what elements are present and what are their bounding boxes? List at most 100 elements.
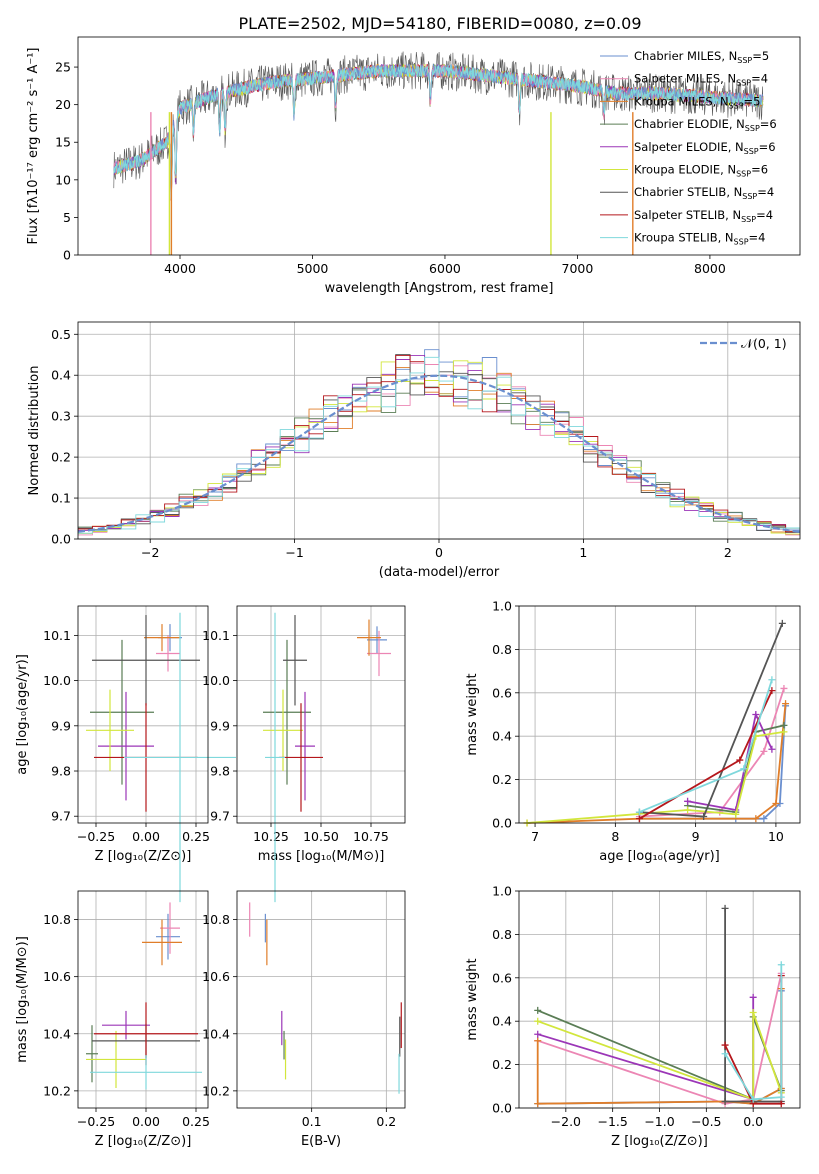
weight-marker-chabrier-stelib xyxy=(700,812,708,820)
weight-marker-kroupa-elodie xyxy=(534,1017,542,1025)
y-tick-label: 0.6 xyxy=(492,685,512,700)
x-tick-label: −2 xyxy=(141,545,159,560)
y-axis-label: age [log₁₀(age/yr)] xyxy=(15,654,30,775)
y-tick-label: 9.8 xyxy=(210,764,230,779)
errorbars xyxy=(86,612,236,903)
weight-marker-kroupa-miles xyxy=(772,799,780,807)
y-tick-label: 10.4 xyxy=(43,1026,71,1041)
x-axis-label: Z [log₁₀(Z/Z⊙)] xyxy=(95,849,192,864)
x-tick-label: 0.2 xyxy=(376,1114,396,1129)
x-axis-label: age [log₁₀(age/yr)] xyxy=(599,849,720,864)
y-tick-label: 0.3 xyxy=(51,409,71,424)
x-axis-label: Z [log₁₀(Z/Z⊙)] xyxy=(95,1134,192,1149)
y-tick-label: 0.2 xyxy=(51,450,71,465)
weight-marker-kroupa-stelib xyxy=(721,1050,729,1058)
y-tick-label: 15 xyxy=(55,135,71,150)
legend-label: Kroupa STELIB, NSSP=4 xyxy=(634,231,765,247)
legend-subscript: SSP xyxy=(745,124,760,133)
y-tick-label: 1.0 xyxy=(492,599,512,614)
x-axis-label: (data-model)/error xyxy=(379,565,500,580)
mass_vs_Z-panel: −0.25 0.00 0.25 10.2 10.4 10.6 10.8 Z [log₁₀(Z/… xyxy=(15,890,210,1149)
weight_vs_Z-panel: −2.0 −1.5 −1.0 −0.5 0.0 0.0 0.2 0.4 0.6 0.8 1.0 Z [… xyxy=(465,884,801,1149)
legend-value: =4 xyxy=(757,185,774,199)
x-tick-label: 0.0 xyxy=(743,1114,763,1129)
legend-subscript: SSP xyxy=(736,170,751,179)
weight-marker-kroupa-elodie xyxy=(780,728,788,736)
weight-marker-salpeter-elodie xyxy=(768,745,776,753)
weight-marker-kroupa-elodie xyxy=(732,810,740,818)
legend-subscript: SSP xyxy=(742,192,757,201)
plot-frame xyxy=(77,890,209,1109)
y-axis-label: Flux [fλ10⁻¹⁷ erg cm⁻² s⁻¹ A⁻¹] xyxy=(26,48,41,245)
x-axis-label: mass [log₁₀(M/M⊙)] xyxy=(258,849,385,864)
weight-lines xyxy=(523,619,790,827)
y-tick-label: 10.8 xyxy=(202,912,230,927)
figure-title: PLATE=2502, MJD=54180, FIBERID=0080, z=0… xyxy=(238,14,641,33)
y-tick-label: 9.7 xyxy=(51,809,71,824)
errorbars xyxy=(249,902,402,1094)
weight-marker-salpeter-stelib xyxy=(777,1100,785,1108)
spectrum-legend: Chabrier MILES, NSSP=5 Salpeter MILES, NS… xyxy=(600,49,777,247)
weight-line-kroupa-elodie xyxy=(537,1012,783,1101)
y-tick-label: 5 xyxy=(63,210,71,225)
y-tick-label: 10.6 xyxy=(43,969,71,984)
weight-marker-kroupa-stelib xyxy=(777,961,785,969)
x-axis-label: Z [log₁₀(Z/Z⊙)] xyxy=(611,1134,708,1149)
histograms xyxy=(78,349,800,536)
weight-marker-salpeter-elodie xyxy=(684,797,692,805)
spectrum-panel: 4000 5000 6000 7000 8000 0 5 10 15 20 25 wavelength… xyxy=(26,36,801,296)
histogram-kroupa-stelib xyxy=(78,356,800,536)
weight-marker-salpeter-stelib xyxy=(635,815,643,823)
weight-marker-salpeter-stelib xyxy=(736,756,744,764)
errorbars xyxy=(86,902,202,1090)
y-tick-label: 0.5 xyxy=(51,327,71,342)
y-tick-label: 10 xyxy=(55,172,71,187)
y-tick-label: 0.4 xyxy=(51,368,71,383)
x-tick-label: 5000 xyxy=(297,261,329,276)
legend-label: Chabrier ELODIE, NSSP=6 xyxy=(634,117,777,133)
x-tick-label: 0.1 xyxy=(302,1114,322,1129)
y-tick-label: 0.6 xyxy=(492,970,512,985)
x-tick-label: −1.5 xyxy=(597,1114,627,1129)
x-axis-label: wavelength [Angstrom, rest frame] xyxy=(325,281,554,296)
weight-marker-chabrier-elodie xyxy=(534,1006,542,1014)
x-tick-label: −0.25 xyxy=(77,829,115,844)
y-tick-label: 10.0 xyxy=(202,673,230,688)
weight-line-chabrier-stelib xyxy=(639,623,784,818)
legend-subscript: SSP xyxy=(741,215,756,224)
x-tick-label: 0.25 xyxy=(182,1114,210,1129)
x-tick-label: 6000 xyxy=(429,261,461,276)
y-tick-label: 10.4 xyxy=(202,1026,230,1041)
weight-line-chabrier-miles xyxy=(639,705,787,820)
legend-label: Salpeter STELIB, NSSP=4 xyxy=(634,208,773,224)
weight-marker-kroupa-stelib xyxy=(749,1095,757,1103)
legend-label: Salpeter MILES, NSSP=4 xyxy=(634,72,768,88)
weight-marker-kroupa-stelib xyxy=(768,676,776,684)
weight-marker-salpeter-elodie xyxy=(752,711,760,718)
weight-marker-salpeter-stelib xyxy=(768,687,776,695)
weight-marker-salpeter-miles xyxy=(780,684,788,692)
histogram-salpeter-stelib xyxy=(78,354,800,533)
age_vs_mass-panel: 10.25 10.50 10.75 9.7 9.8 9.9 10.0 10.1 mass [lo… xyxy=(202,605,406,903)
legend-subscript: SSP xyxy=(736,79,751,88)
legend-label: Chabrier STELIB, NSSP=4 xyxy=(634,185,774,201)
x-tick-label: −0.25 xyxy=(77,1114,115,1129)
y-tick-label: 10.1 xyxy=(43,628,71,643)
x-tick-label: 10.75 xyxy=(353,829,389,844)
plot-frame xyxy=(236,890,406,1109)
weight-marker-salpeter-stelib xyxy=(721,1041,729,1049)
legend-subscript: SSP xyxy=(744,147,759,156)
weight-marker-kroupa-miles xyxy=(782,700,790,708)
y-tick-label: 9.9 xyxy=(210,718,230,733)
weight-marker-chabrier-stelib xyxy=(778,619,786,627)
weight-marker-chabrier-stelib xyxy=(721,1097,729,1105)
weight-marker-salpeter-elodie xyxy=(749,993,757,1001)
plot-frame xyxy=(77,36,801,256)
y-tick-label: 0.0 xyxy=(51,532,71,547)
plot-frame xyxy=(518,890,801,1109)
y-tick-label: 10.0 xyxy=(43,673,71,688)
weight-marker-kroupa-stelib xyxy=(777,1093,785,1101)
x-tick-label: 2 xyxy=(724,545,732,560)
y-tick-label: 20 xyxy=(55,97,71,112)
y-tick-label: 10.6 xyxy=(202,969,230,984)
